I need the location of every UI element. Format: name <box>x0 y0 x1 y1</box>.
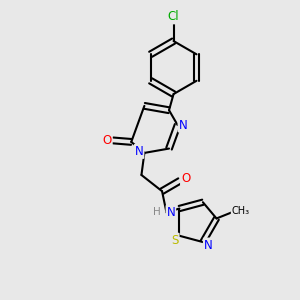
Text: N: N <box>135 145 143 158</box>
Text: S: S <box>171 234 179 247</box>
Text: CH₃: CH₃ <box>232 206 250 216</box>
Text: O: O <box>103 134 112 147</box>
Text: O: O <box>181 172 190 185</box>
Text: N: N <box>178 118 187 131</box>
Text: N: N <box>167 206 175 219</box>
Text: H: H <box>153 207 161 218</box>
Text: N: N <box>204 238 213 251</box>
Text: Cl: Cl <box>168 11 179 23</box>
